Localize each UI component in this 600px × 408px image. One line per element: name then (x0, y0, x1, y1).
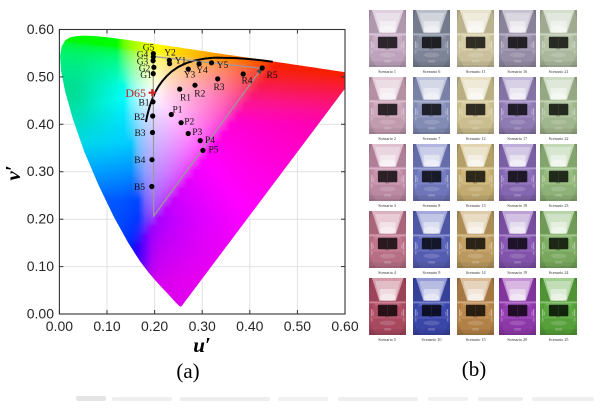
svg-text:0.60: 0.60 (331, 318, 358, 334)
svg-text:0.60: 0.60 (27, 21, 54, 37)
svg-text:Y2: Y2 (164, 49, 176, 59)
svg-text:0.40: 0.40 (236, 318, 263, 334)
svg-text:P2: P2 (184, 118, 194, 128)
svg-text:0.00: 0.00 (27, 306, 54, 322)
svg-text:Y4: Y4 (196, 66, 208, 76)
svg-text:R1: R1 (180, 94, 191, 104)
svg-text:0.20: 0.20 (141, 318, 168, 334)
svg-text:G1: G1 (140, 71, 152, 81)
svg-text:0.50: 0.50 (27, 68, 54, 84)
svg-text:R5: R5 (266, 71, 277, 81)
svg-text:P1: P1 (172, 105, 182, 115)
svg-text:B4: B4 (134, 156, 145, 166)
svg-text:0.30: 0.30 (189, 318, 216, 334)
svg-text:0.50: 0.50 (284, 318, 311, 334)
svg-text:Y3: Y3 (184, 71, 196, 81)
svg-text:B5: B5 (134, 183, 145, 193)
svg-text:B2: B2 (134, 113, 145, 123)
svg-text:P3: P3 (192, 128, 202, 138)
svg-text:B3: B3 (134, 129, 145, 139)
svg-text:u′: u′ (193, 333, 211, 357)
svg-text:G3: G3 (137, 58, 149, 68)
svg-text:P5: P5 (208, 146, 218, 156)
svg-text:v′: v′ (1, 165, 25, 180)
svg-text:G5: G5 (143, 44, 155, 54)
svg-text:(a): (a) (176, 359, 199, 383)
svg-text:0.40: 0.40 (27, 116, 54, 132)
svg-text:0.30: 0.30 (27, 163, 54, 179)
svg-text:G2: G2 (139, 65, 151, 75)
svg-text:R2: R2 (194, 90, 205, 100)
svg-text:D65: D65 (125, 86, 146, 100)
svg-text:0.00: 0.00 (46, 318, 73, 334)
svg-text:R4: R4 (241, 77, 252, 87)
svg-text:0.20: 0.20 (27, 211, 54, 227)
svg-text:R3: R3 (213, 83, 224, 93)
svg-text:0.10: 0.10 (27, 258, 54, 274)
svg-text:Y1: Y1 (175, 57, 187, 67)
svg-text:P4: P4 (205, 136, 215, 146)
svg-text:G4: G4 (137, 51, 149, 61)
svg-text:Y5: Y5 (217, 61, 229, 71)
svg-text:0.10: 0.10 (93, 318, 120, 334)
svg-text:B1: B1 (138, 98, 149, 108)
